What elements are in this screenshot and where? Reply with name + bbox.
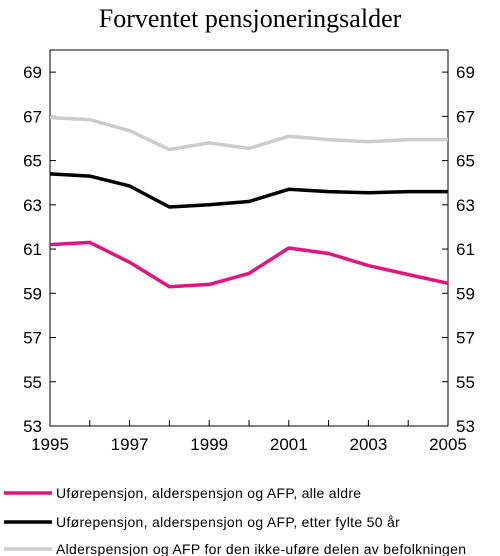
- series-line-1: [49, 240, 449, 289]
- x-axis: 1995 1997 1999 2001 2003 2005: [31, 420, 467, 454]
- x-tick-label-2001: 2001: [270, 435, 308, 454]
- plot-frame: [49, 49, 449, 427]
- series-line-2: [49, 172, 448, 209]
- y-tick-label-left-69: 69: [23, 63, 42, 82]
- y-tick-label-left-67: 67: [23, 107, 42, 126]
- chart-title: Forventet pensjoneringsalder: [99, 4, 402, 33]
- y-tick-label-left-63: 63: [23, 196, 42, 215]
- legend: Uførepensjon, alderspensjon og AFP, alle…: [4, 485, 466, 556]
- y-tick-label-right-67: 67: [456, 107, 475, 126]
- y-tick-label-right-65: 65: [456, 152, 475, 171]
- y-tick-label-right-69: 69: [456, 63, 475, 82]
- x-tick-label-1997: 1997: [111, 435, 149, 454]
- y-tick-label-right-59: 59: [456, 284, 475, 303]
- y-tick-label-left-65: 65: [23, 152, 42, 171]
- series-line-3: [49, 115, 448, 152]
- y-axis-left: 53 55 57 59 61 63 65 67 69: [23, 63, 56, 436]
- legend-label-1: Uførepensjon, alderspensjon og AFP, alle…: [56, 485, 361, 501]
- y-tick-label-right-61: 61: [456, 240, 475, 259]
- y-tick-label-right-55: 55: [456, 373, 475, 392]
- y-tick-label-right-53: 53: [456, 417, 475, 436]
- y-tick-label-left-61: 61: [23, 240, 42, 259]
- y-axis-right: 53 55 57 59 61 63 65 67 69: [442, 63, 475, 436]
- x-tick-label-1999: 1999: [190, 435, 228, 454]
- y-tick-label-left-53: 53: [23, 417, 42, 436]
- x-tick-label-1995: 1995: [31, 435, 69, 454]
- legend-label-3: Alderspensjon og AFP for den ikke-uføre …: [56, 541, 466, 556]
- x-tick-label-2005: 2005: [429, 435, 467, 454]
- x-tick-label-2003: 2003: [349, 435, 387, 454]
- y-tick-label-left-55: 55: [23, 373, 42, 392]
- legend-label-2: Uførepensjon, alderspensjon og AFP, ette…: [56, 514, 400, 530]
- plot-border: [49, 49, 449, 427]
- y-tick-label-right-57: 57: [456, 329, 475, 348]
- y-tick-label-right-63: 63: [456, 196, 475, 215]
- y-tick-label-left-57: 57: [23, 329, 42, 348]
- y-tick-label-left-59: 59: [23, 284, 42, 303]
- series-lines: [49, 115, 449, 289]
